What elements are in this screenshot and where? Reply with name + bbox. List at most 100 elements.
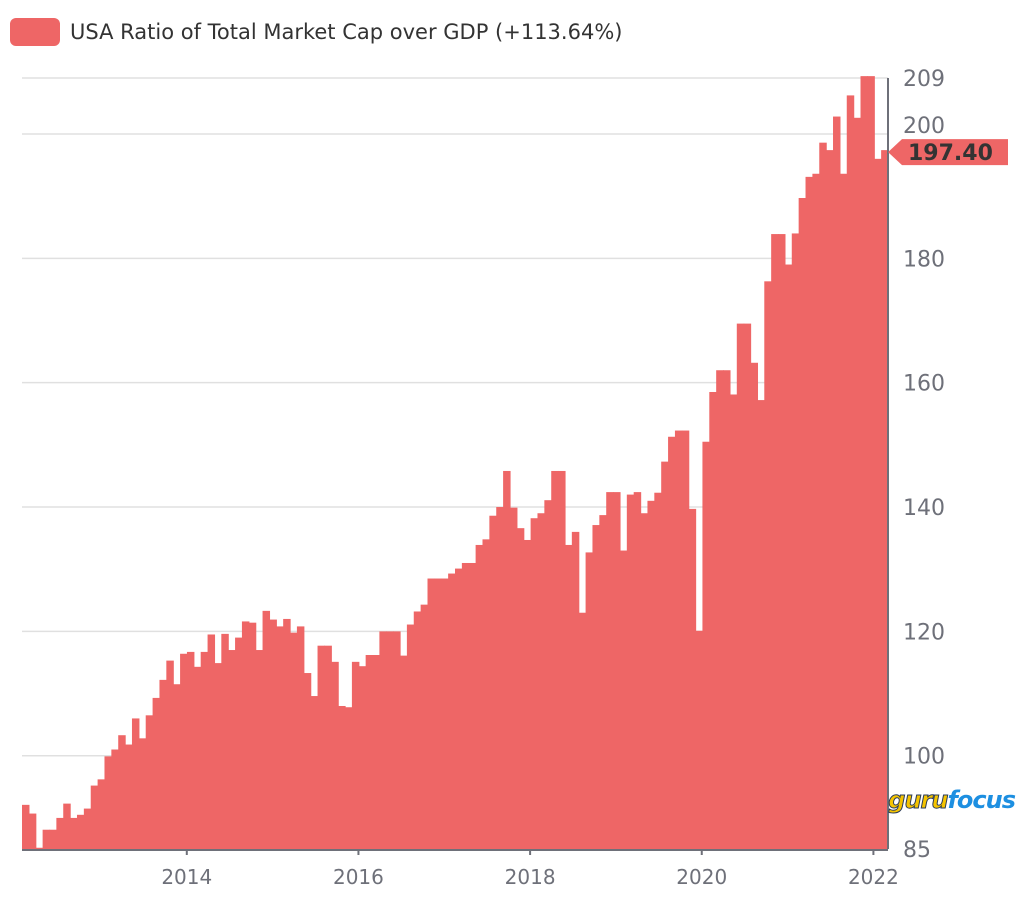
bar	[551, 470, 559, 849]
bar	[633, 492, 642, 849]
bar	[35, 847, 44, 849]
bar	[310, 696, 319, 849]
bar	[681, 430, 690, 849]
bar	[771, 234, 779, 850]
bar	[647, 500, 655, 849]
bar	[729, 394, 738, 849]
gurufocus-logo: gurufocus	[886, 786, 1017, 815]
bar	[455, 568, 463, 849]
bar	[338, 705, 346, 849]
bar	[839, 173, 848, 849]
y-axis-ticks: 85 100 120 140 160 180 200 209	[903, 67, 945, 863]
bar	[200, 651, 209, 849]
bar	[70, 817, 78, 849]
bar	[317, 645, 326, 849]
bar	[860, 76, 868, 850]
bar	[716, 370, 724, 849]
bar	[537, 513, 545, 849]
bar	[564, 544, 573, 849]
bar	[296, 626, 305, 849]
y-tick-label: 180	[903, 247, 945, 272]
bar	[290, 632, 298, 849]
bar	[441, 578, 449, 849]
bar	[221, 633, 229, 849]
bar	[365, 655, 374, 849]
x-tick-label: 2014	[161, 865, 212, 889]
x-axis-ticks: 2014 2016 2018 2020 2022	[161, 849, 899, 889]
bar	[235, 637, 243, 849]
bar	[118, 735, 126, 849]
bar	[764, 281, 772, 849]
bar	[83, 808, 92, 849]
bar	[516, 528, 525, 849]
y-tick-label: 120	[903, 620, 945, 645]
bar	[448, 573, 456, 849]
bar	[695, 630, 704, 849]
bar	[434, 578, 442, 849]
bar	[324, 645, 332, 849]
y-tick-label: 85	[903, 838, 931, 863]
bar	[358, 666, 367, 849]
bar	[193, 666, 202, 849]
bar	[798, 198, 807, 849]
bar	[599, 515, 607, 849]
bar	[331, 661, 339, 849]
bar	[668, 436, 676, 849]
bar	[874, 158, 882, 850]
bar	[523, 539, 532, 849]
bar	[42, 829, 51, 849]
bar	[613, 492, 621, 849]
bar	[881, 150, 889, 850]
y-tick-label: 100	[903, 745, 945, 770]
logo-guru: guru	[888, 786, 949, 815]
bar	[509, 507, 518, 849]
bar	[145, 715, 154, 849]
y-tick-label: 140	[903, 496, 945, 521]
bar	[207, 634, 216, 849]
bar	[131, 718, 140, 849]
bar	[723, 370, 731, 849]
bars	[22, 76, 889, 850]
bar	[138, 738, 147, 849]
bar	[241, 621, 250, 849]
bar	[812, 173, 820, 849]
bar	[530, 518, 539, 849]
bar	[489, 515, 497, 849]
bar	[619, 550, 628, 849]
bar	[661, 461, 669, 849]
bar	[283, 618, 291, 849]
bar	[214, 663, 222, 849]
bar	[757, 400, 765, 849]
bar	[558, 470, 566, 849]
bar	[640, 513, 649, 849]
legend-swatch	[10, 18, 60, 46]
bar	[427, 578, 435, 849]
bar	[386, 631, 394, 849]
y-tick-label: 160	[903, 372, 945, 397]
bar	[22, 804, 30, 849]
bar	[805, 176, 813, 850]
bar	[104, 756, 112, 849]
bar	[413, 611, 422, 849]
bar	[750, 362, 759, 849]
last-value-tag: 197.40	[888, 139, 1008, 166]
bar	[152, 697, 161, 849]
bar	[166, 660, 174, 849]
bar	[833, 116, 841, 850]
legend[interactable]: USA Ratio of Total Market Cap over GDP (…	[10, 18, 622, 46]
bar	[400, 655, 408, 849]
bar	[56, 817, 64, 849]
bar	[180, 653, 188, 849]
bar	[90, 785, 99, 849]
bar	[688, 508, 697, 849]
x-tick-label: 2018	[505, 865, 556, 889]
bar	[496, 507, 504, 849]
bar	[159, 679, 167, 849]
bar	[269, 619, 277, 849]
bar	[28, 813, 37, 849]
bar	[702, 441, 710, 849]
bar	[791, 233, 800, 849]
bar	[372, 655, 380, 849]
bar	[585, 552, 594, 849]
